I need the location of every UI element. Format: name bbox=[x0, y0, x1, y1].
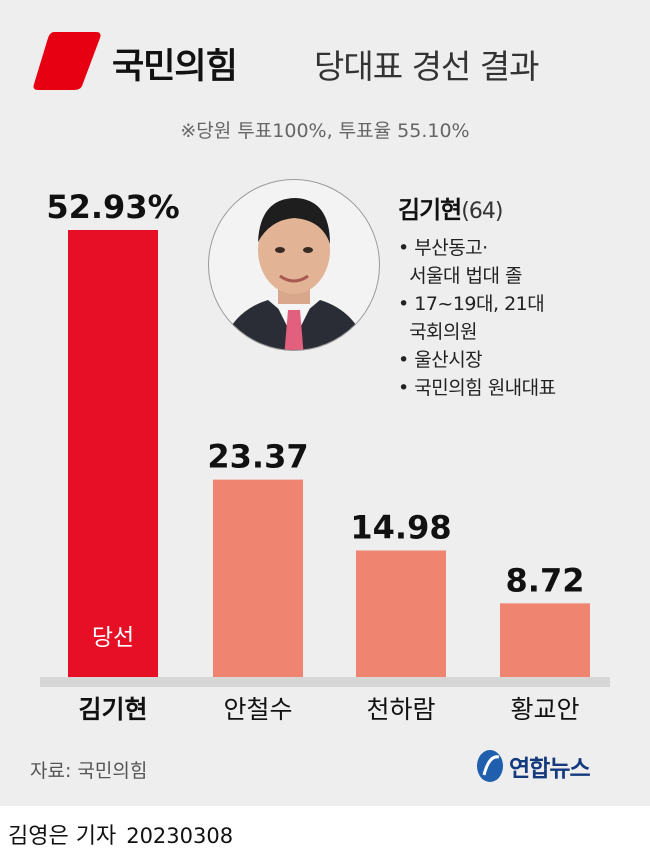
party-logo-icon bbox=[33, 32, 101, 90]
publish-date: 20230308 bbox=[126, 824, 234, 848]
bar-chart: 52.93% 김기현 23.37 안철수 14.98 천하람 8.72 황교안 당선 bbox=[40, 188, 610, 724]
brand-name: 연합뉴스 bbox=[509, 756, 591, 782]
profile-item: • 부산동고· bbox=[398, 237, 488, 259]
reporter-name: 김영은 기자 bbox=[8, 824, 117, 849]
party-name: 국민의힘 bbox=[112, 47, 238, 87]
candidate-photo bbox=[208, 172, 380, 358]
bar-1 bbox=[68, 230, 158, 677]
profile-age: (64) bbox=[461, 199, 503, 224]
profile-item: 국회의원 bbox=[398, 321, 477, 343]
graphic-panel: 국민의힘 당대표 경선 결과 ※당원 투표100%, 투표율 55.10% 52… bbox=[0, 0, 650, 806]
bar-4 bbox=[500, 603, 590, 677]
subtitle: ※당원 투표100%, 투표율 55.10% bbox=[180, 120, 470, 142]
winner-label: 당선 bbox=[92, 625, 134, 651]
yonhap-logo-icon bbox=[477, 750, 503, 782]
bar-2 bbox=[213, 479, 303, 677]
portrait-icon bbox=[208, 179, 380, 351]
source-note: 자료: 국민의힘 bbox=[30, 760, 148, 782]
profile-name: 김기현(64) bbox=[398, 190, 503, 225]
brand-logo: 연합뉴스 bbox=[475, 748, 591, 784]
profile-name-text: 김기현 bbox=[398, 196, 462, 224]
value-label-3: 14.98 bbox=[350, 508, 451, 546]
baseline bbox=[40, 677, 610, 687]
page-title: 당대표 경선 결과 bbox=[314, 47, 539, 86]
credit-line: 김영은 기자 20230308 bbox=[8, 818, 233, 850]
category-label-3: 천하람 bbox=[366, 695, 435, 724]
profile-item: • 17~19대, 21대 bbox=[398, 293, 545, 315]
profile-item: • 울산시장 bbox=[398, 349, 483, 371]
value-label-2: 23.37 bbox=[207, 438, 308, 476]
category-label-2: 안철수 bbox=[223, 695, 292, 724]
profile-item: • 국민의힘 원내대표 bbox=[398, 377, 556, 399]
category-label-1: 김기현 bbox=[78, 695, 147, 724]
profile-list: • 부산동고· 서울대 법대 졸 • 17~19대, 21대 국회의원 • 울산… bbox=[398, 234, 556, 402]
category-label-4: 황교안 bbox=[510, 695, 579, 724]
value-label-1: 52.93% bbox=[46, 188, 179, 226]
profile-item: 서울대 법대 졸 bbox=[398, 265, 523, 287]
bar-3 bbox=[356, 550, 446, 677]
value-label-4: 8.72 bbox=[506, 561, 585, 599]
